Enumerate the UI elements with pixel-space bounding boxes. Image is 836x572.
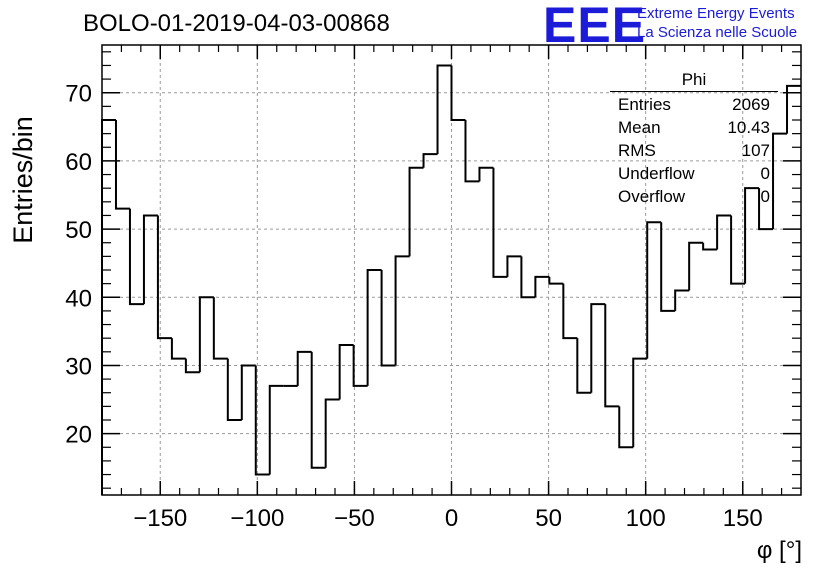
stats-value: 10.43 xyxy=(727,118,770,137)
eee-logo: EEE xyxy=(543,0,647,53)
histogram-bin xyxy=(380,270,396,367)
logo-subtitle-2: La Scienza nelle Scuole xyxy=(637,24,798,41)
tick-labels: −150 −100 −50 0 50 100 150 20 30 40 50 60 70 xyxy=(65,81,762,532)
stats-value: 2069 xyxy=(732,95,770,114)
stats-row: Underflow 0 xyxy=(610,162,778,185)
y-tick-label: 20 xyxy=(65,422,92,449)
histogram-bin xyxy=(422,153,438,168)
histogram-bin xyxy=(114,120,130,210)
histogram-bin xyxy=(660,222,676,312)
stats-name: Phi xyxy=(610,70,778,92)
histogram-bin xyxy=(128,208,144,306)
histogram-bin xyxy=(562,283,578,340)
y-tick-label: 30 xyxy=(65,353,92,380)
x-axis-label: φ [°] xyxy=(757,537,802,564)
y-tick-label: 50 xyxy=(65,217,92,244)
histogram-bin xyxy=(394,255,410,366)
histogram-bin xyxy=(352,345,368,387)
stats-label: Mean xyxy=(618,118,661,137)
histogram-bin xyxy=(786,84,801,134)
histogram-bin xyxy=(464,120,480,183)
stats-box: Phi Entries 2069 Mean 10.43 RMS 107 Unde… xyxy=(610,70,778,208)
histogram-bin xyxy=(492,167,508,278)
x-tick-label: 150 xyxy=(723,505,763,532)
stats-row: RMS 107 xyxy=(610,139,778,162)
histogram-bin xyxy=(366,269,382,386)
histogram-bin xyxy=(198,296,214,373)
histogram-bin xyxy=(101,119,116,495)
stats-label: Underflow xyxy=(618,164,695,183)
histogram-bin xyxy=(296,350,312,386)
histogram-bin xyxy=(744,187,760,284)
stats-row: Mean 10.43 xyxy=(610,116,778,139)
histogram-bin xyxy=(730,215,746,285)
stats-label: RMS xyxy=(618,141,656,160)
histogram-bin xyxy=(632,357,648,448)
x-tick-label: −150 xyxy=(133,505,187,532)
histogram-bin xyxy=(576,338,592,394)
histogram-bin xyxy=(548,276,564,285)
histogram-bin xyxy=(604,304,620,408)
histogram-bin xyxy=(758,188,774,231)
histogram-bin xyxy=(772,132,788,230)
histogram-bin xyxy=(590,303,606,393)
histogram-bin xyxy=(142,214,158,305)
histogram-bin xyxy=(702,242,718,251)
histogram-bin xyxy=(534,275,550,298)
histogram-bin xyxy=(618,406,634,449)
stats-row: Entries 2069 xyxy=(610,93,778,116)
histogram-bin xyxy=(520,256,536,299)
y-tick-label: 60 xyxy=(65,149,92,176)
y-axis-label: Entries/bin xyxy=(8,116,38,244)
histogram-bin xyxy=(688,241,704,291)
histogram-bin xyxy=(646,221,662,359)
histogram-bin xyxy=(226,358,242,421)
histogram-bin xyxy=(506,255,522,277)
histogram-bin xyxy=(674,289,690,311)
histogram-bin xyxy=(240,364,256,420)
histogram-bin xyxy=(716,214,732,250)
histogram-bin xyxy=(324,398,340,468)
y-tick-label: 40 xyxy=(65,285,92,312)
stats-label: Overflow xyxy=(618,187,686,206)
histogram-bin xyxy=(436,64,452,155)
stats-label: Entries xyxy=(618,95,671,114)
histogram-bin xyxy=(170,338,186,360)
histogram-bin xyxy=(254,365,270,476)
histogram-bin xyxy=(310,351,326,469)
histogram-bin xyxy=(268,384,284,475)
axis-ticks xyxy=(102,45,801,495)
histogram-bin xyxy=(184,358,200,374)
histogram-bin xyxy=(450,65,466,121)
stats-value: 107 xyxy=(741,141,770,160)
plot-title: BOLO-01-2019-04-03-00868 xyxy=(83,10,390,37)
histogram-bin xyxy=(212,297,228,360)
x-tick-label: −100 xyxy=(230,505,284,532)
x-tick-label: 0 xyxy=(445,505,458,532)
histogram-bin xyxy=(408,166,424,257)
logo-subtitle-1: Extreme Energy Events xyxy=(637,5,795,22)
x-tick-label: 100 xyxy=(626,505,666,532)
stats-value: 0 xyxy=(760,187,770,206)
y-tick-label: 70 xyxy=(65,81,92,108)
stats-row: Overflow 0 xyxy=(610,185,778,208)
histogram-bin xyxy=(478,166,494,182)
stats-value: 0 xyxy=(760,164,770,183)
histogram-bin xyxy=(156,215,172,340)
x-tick-label: −50 xyxy=(334,505,375,532)
x-tick-label: 50 xyxy=(535,505,562,532)
histogram-bin xyxy=(338,344,354,400)
